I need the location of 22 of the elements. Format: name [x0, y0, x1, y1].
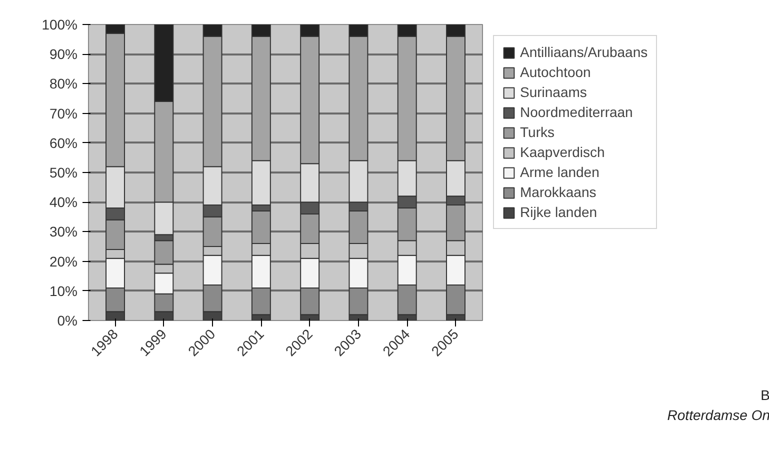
y-tick-label: 90%	[49, 46, 78, 62]
y-tick-label: 60%	[49, 134, 78, 151]
legend-label: Rijke landen	[520, 204, 598, 220]
y-tick-label: 20%	[49, 253, 78, 270]
legend-label: Marokkaans	[520, 184, 596, 200]
legend-label: Turks	[520, 124, 554, 140]
text: B	[760, 386, 769, 405]
legend-label: Antilliaans/Arubaans	[520, 44, 648, 60]
text: Rotterdamse On	[667, 406, 769, 425]
y-tick-label: 0%	[57, 312, 78, 328]
y-tick-label: 50%	[49, 164, 78, 180]
y-tick-label: 30%	[49, 224, 78, 240]
y-tick-label: 80%	[49, 76, 78, 92]
y-tick-label: 100%	[42, 16, 78, 32]
legend-label: Kaapverdisch	[520, 144, 605, 160]
legend-label: Surinaams	[520, 84, 587, 100]
y-tick-label: 70%	[49, 105, 78, 122]
y-tick-label: 40%	[49, 194, 78, 210]
legend-label: Autochtoon	[520, 64, 591, 80]
y-tick-label: 10%	[49, 282, 78, 299]
legend-label: Arme landen	[520, 164, 600, 180]
legend-label: Noordmediterraan	[520, 104, 633, 120]
